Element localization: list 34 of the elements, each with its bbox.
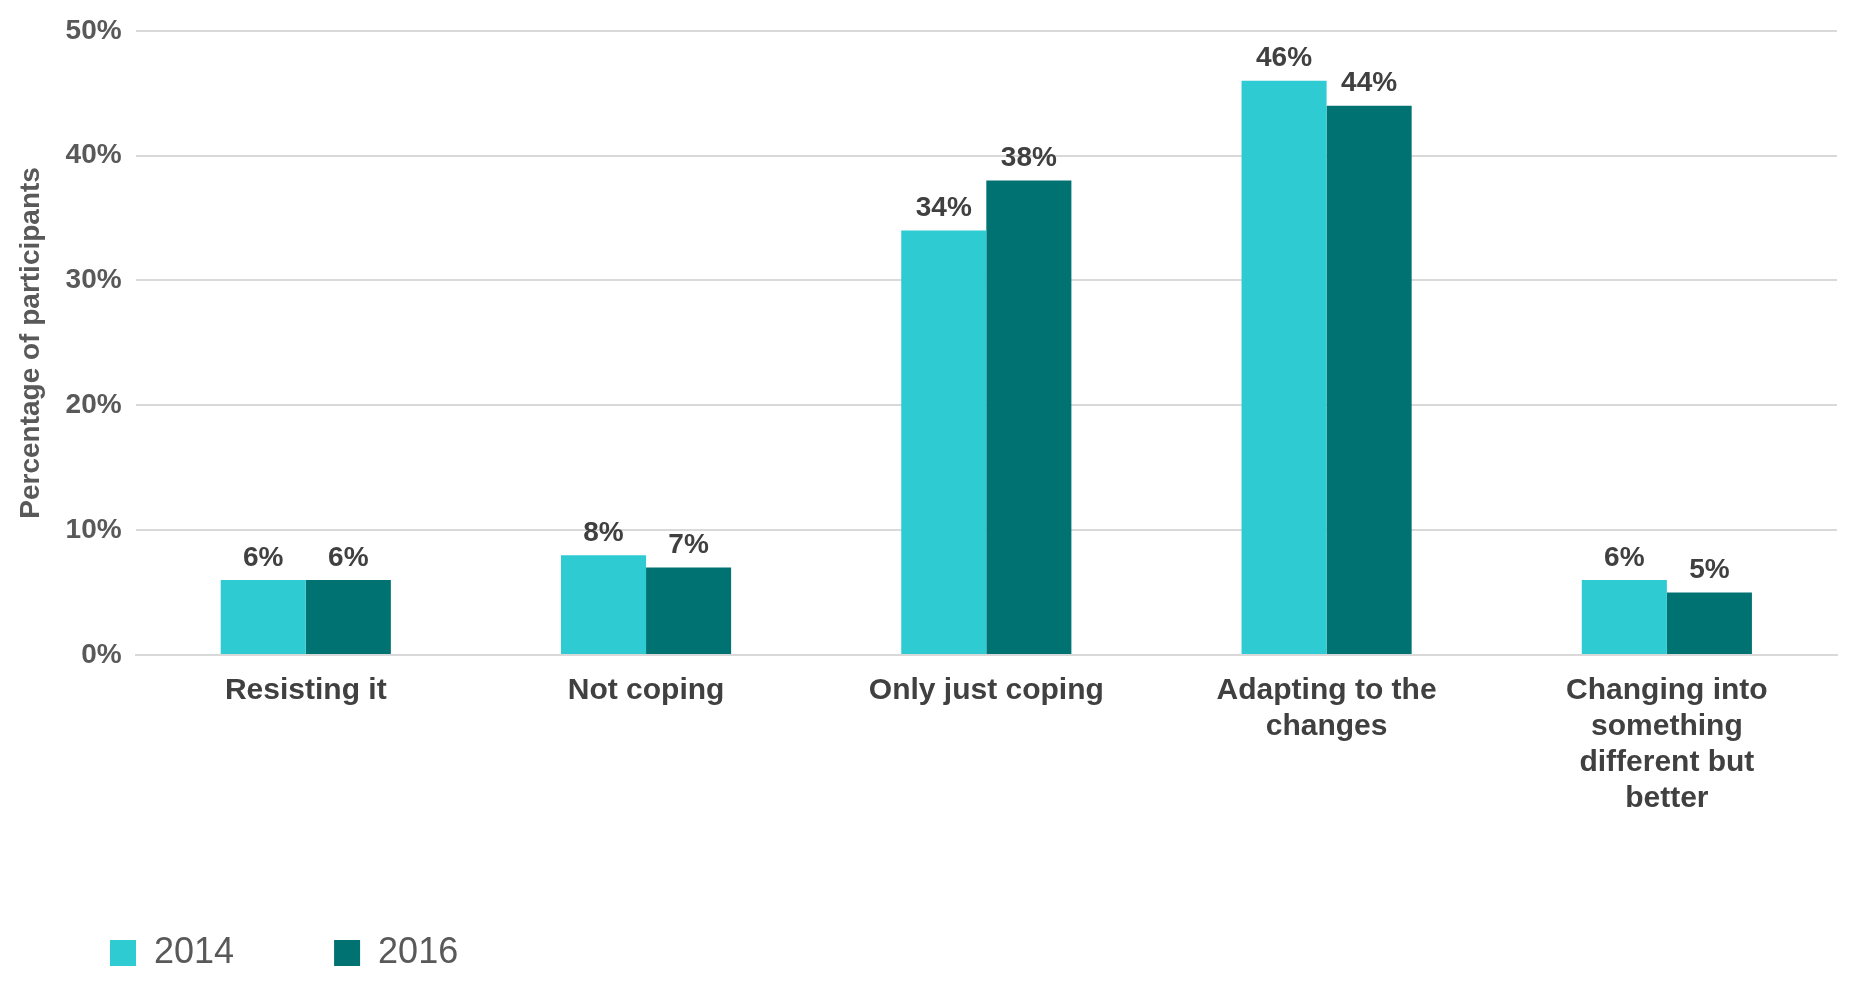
legend-label: 2014	[154, 929, 235, 971]
data-label: 44%	[1341, 66, 1398, 98]
data-label: 6%	[243, 540, 284, 572]
y-tick-label: 10%	[65, 512, 122, 544]
bar	[220, 580, 306, 654]
data-label: 38%	[1000, 141, 1057, 173]
y-tick-label: 50%	[65, 13, 122, 45]
x-tick-label: Changing into something different but better	[1566, 672, 1768, 814]
bar	[986, 180, 1072, 654]
bar	[1241, 80, 1327, 654]
y-tick-label: 30%	[65, 263, 122, 295]
y-tick-label: 0%	[81, 637, 122, 669]
x-tick-label: Not coping	[567, 672, 725, 706]
data-label: 5%	[1689, 553, 1730, 585]
x-tick-label: Resisting it	[224, 672, 387, 706]
data-label: 6%	[328, 540, 369, 572]
data-label: 34%	[915, 191, 972, 223]
data-label: 8%	[583, 515, 624, 547]
data-label: 6%	[1604, 540, 1645, 572]
bar	[646, 567, 732, 654]
x-tick-label: Adapting to the changes	[1216, 672, 1437, 742]
y-axis-title: Percentage of participants	[13, 167, 45, 519]
data-label: 46%	[1256, 41, 1313, 73]
bar	[1326, 105, 1412, 654]
legend-label: 2016	[378, 929, 459, 971]
bar	[305, 580, 391, 654]
y-tick-label: 40%	[65, 138, 122, 170]
bar	[901, 230, 987, 654]
x-tick-label: Only just coping	[868, 672, 1104, 706]
bar	[1666, 592, 1752, 654]
y-tick-label: 20%	[65, 388, 122, 420]
bar	[1581, 580, 1667, 654]
bar	[560, 555, 647, 654]
data-label: 7%	[668, 528, 709, 560]
